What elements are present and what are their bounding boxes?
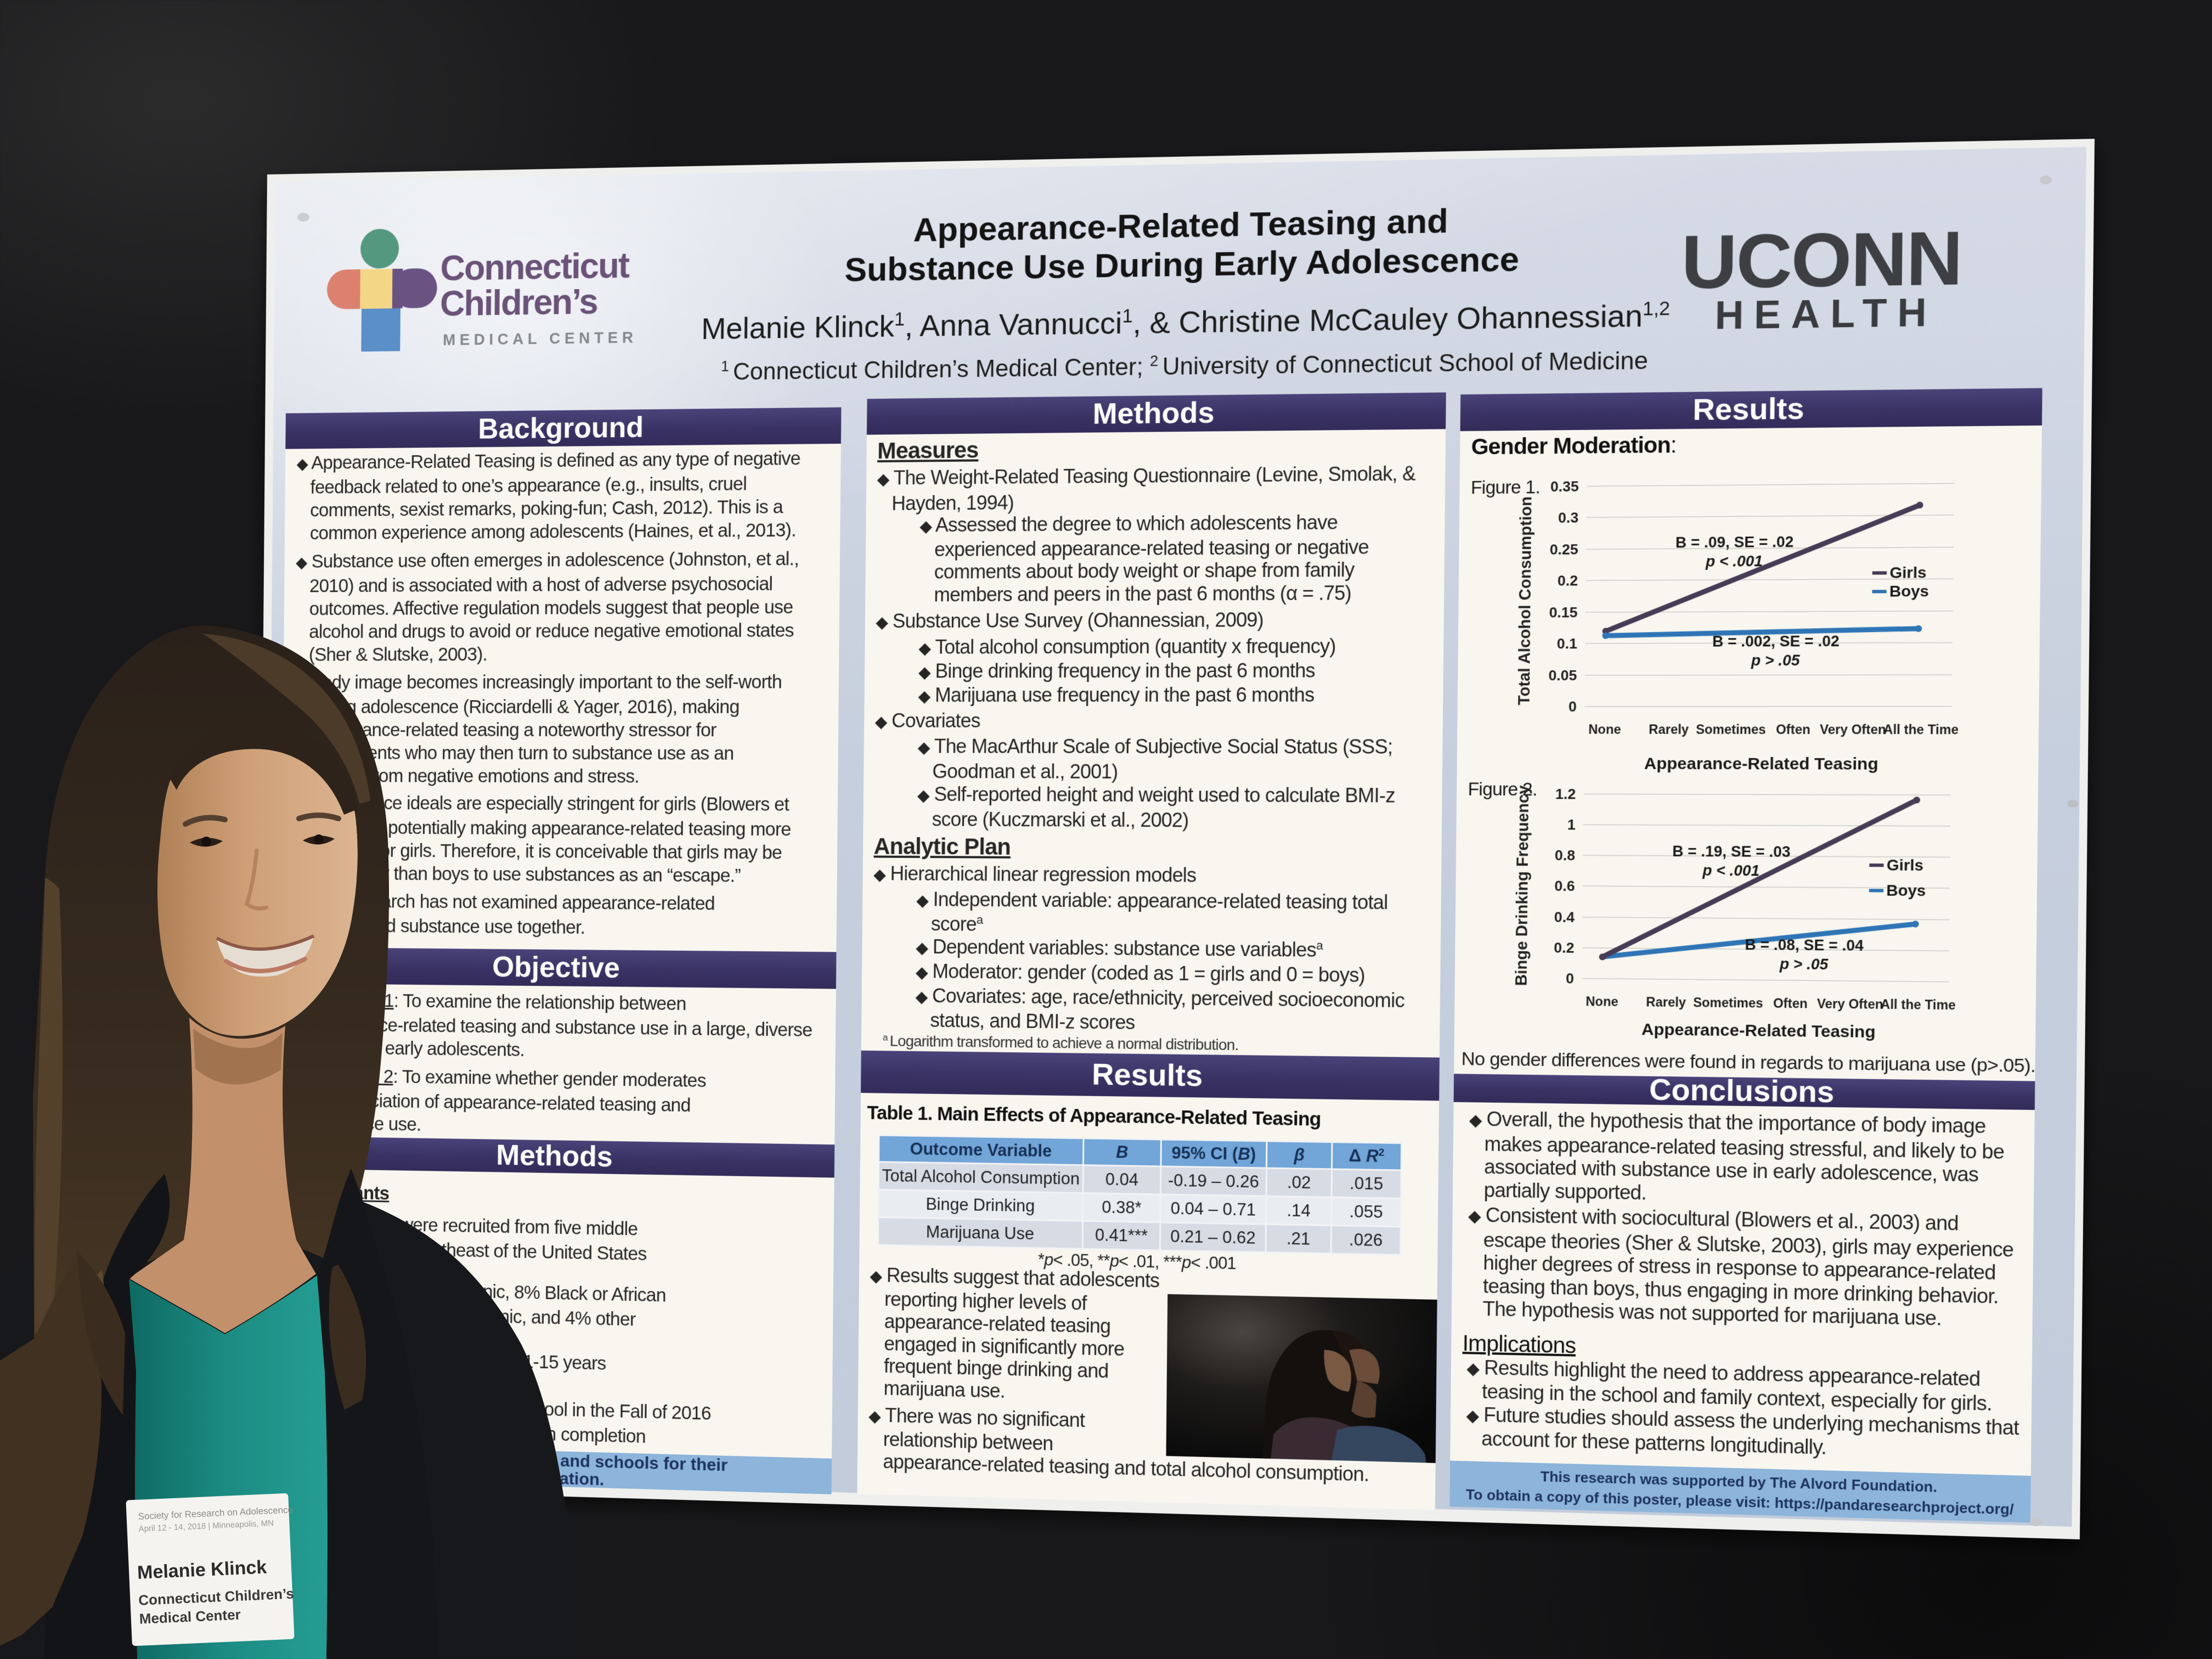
svg-text:0: 0 [1568,699,1577,715]
svg-text:Appearance-Related Teasing: Appearance-Related Teasing [1644,754,1878,774]
svg-text:Very Often: Very Often [1820,722,1886,737]
svg-text:Appearance-Related Teasing: Appearance-Related Teasing [1641,1020,1876,1042]
svg-text:0.15: 0.15 [1549,605,1578,621]
svg-text:B = .002, SE = .02: B = .002, SE = .02 [1712,633,1839,650]
svg-text:0.35: 0.35 [1550,479,1579,495]
svg-text:Rarely: Rarely [1649,722,1689,737]
svg-text:Sometimes: Sometimes [1696,722,1766,737]
svg-text:None: None [1588,722,1621,737]
svg-text:Connecticut: Connecticut [440,246,630,289]
svg-text:p < .001: p < .001 [1702,862,1759,879]
svg-text:0.3: 0.3 [1558,510,1578,526]
svg-text:Boys: Boys [1889,582,1929,600]
svg-text:1.2: 1.2 [1555,787,1576,803]
svg-text:0.8: 0.8 [1555,848,1575,864]
svg-text:0.25: 0.25 [1550,542,1579,558]
svg-text:Very Often: Very Often [1817,996,1883,1012]
svg-text:p < .001: p < .001 [1705,553,1763,570]
svg-text:Total Alcohol Consumption: Total Alcohol Consumption [1515,496,1535,706]
svg-text:Boys: Boys [1886,882,1926,900]
svg-text:B = .19, SE = .03: B = .19, SE = .03 [1672,843,1791,860]
svg-text:Often: Often [1776,722,1810,737]
svg-text:All the Time: All the Time [1881,997,1956,1012]
svg-text:Often: Often [1773,996,1808,1011]
svg-text:Sometimes: Sometimes [1693,995,1763,1011]
svg-text:Binge Drinking Frequency: Binge Drinking Frequency [1512,785,1532,986]
svg-text:B = .08, SE = .04: B = .08, SE = .04 [1745,936,1864,954]
svg-text:0.1: 0.1 [1557,636,1578,652]
svg-text:Children’s: Children’s [440,282,597,324]
svg-text:Girls: Girls [1889,563,1926,582]
svg-text:p > .05: p > .05 [1779,956,1829,973]
svg-text:Girls: Girls [1887,856,1923,874]
svg-text:0.4: 0.4 [1554,910,1575,926]
svg-text:1: 1 [1567,817,1576,833]
svg-text:0.2: 0.2 [1558,573,1578,589]
svg-text:0.6: 0.6 [1554,878,1575,894]
svg-text:0.2: 0.2 [1554,940,1574,956]
svg-text:Rarely: Rarely [1646,995,1686,1010]
svg-text:0.05: 0.05 [1548,668,1577,684]
svg-text:All the Time: All the Time [1883,722,1959,737]
svg-text:0: 0 [1566,971,1574,987]
svg-text:None: None [1585,994,1618,1009]
svg-text:B = .09, SE = .02: B = .09, SE = .02 [1675,534,1794,551]
svg-text:p > .05: p > .05 [1751,652,1801,669]
svg-text:MEDICAL CENTER: MEDICAL CENTER [443,329,637,349]
